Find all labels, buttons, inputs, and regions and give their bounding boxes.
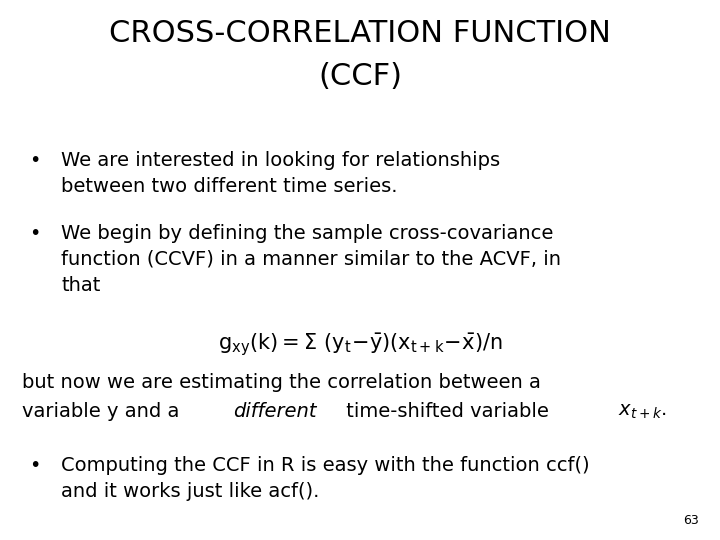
Text: $x_{t+k}$.: $x_{t+k}$. bbox=[618, 402, 667, 421]
Text: $\mathsf{g_{xy}(k){=}\Sigma\ (y_t\!-\!\bar{y})(x_{t+k}\!-\!\bar{x})/n}$: $\mathsf{g_{xy}(k){=}\Sigma\ (y_t\!-\!\b… bbox=[217, 332, 503, 359]
Text: Computing the CCF in R is easy with the function ccf()
and it works just like ac: Computing the CCF in R is easy with the … bbox=[61, 456, 590, 501]
Text: •: • bbox=[29, 151, 40, 170]
Text: •: • bbox=[29, 224, 40, 243]
Text: We are interested in looking for relationships
between two different time series: We are interested in looking for relatio… bbox=[61, 151, 500, 196]
Text: variable y and a: variable y and a bbox=[22, 402, 185, 421]
Text: 63: 63 bbox=[683, 514, 698, 526]
Text: different: different bbox=[233, 402, 316, 421]
Text: CROSS-CORRELATION FUNCTION: CROSS-CORRELATION FUNCTION bbox=[109, 19, 611, 48]
Text: •: • bbox=[29, 456, 40, 475]
Text: (CCF): (CCF) bbox=[318, 62, 402, 91]
Text: variable y and a: variable y and a bbox=[22, 402, 185, 421]
Text: We begin by defining the sample cross-covariance
function (CCVF) in a manner sim: We begin by defining the sample cross-co… bbox=[61, 224, 561, 295]
Text: but now we are estimating the correlation between a: but now we are estimating the correlatio… bbox=[22, 373, 541, 392]
Text: time-shifted variable: time-shifted variable bbox=[341, 402, 556, 421]
